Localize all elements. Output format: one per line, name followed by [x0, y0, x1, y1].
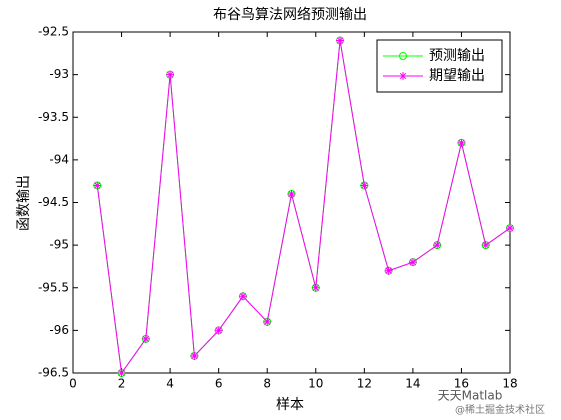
- marker: [190, 351, 199, 360]
- x-tick-label: 16: [454, 377, 469, 391]
- y-tick-label: -95.5: [38, 280, 69, 294]
- marker: [287, 189, 296, 198]
- marker: [311, 283, 320, 292]
- watermark: 天天Matlab: [438, 389, 503, 403]
- marker: [214, 326, 223, 335]
- marker: [263, 317, 272, 326]
- marker: [93, 181, 102, 190]
- marker: [399, 72, 407, 80]
- y-tick-label: -94.5: [38, 195, 69, 209]
- y-tick-label: -96: [49, 323, 69, 337]
- x-axis-label: 样本: [276, 397, 304, 413]
- marker: [238, 292, 247, 301]
- legend-label: 期望输出: [429, 68, 485, 84]
- marker: [408, 258, 417, 267]
- x-tick-label: 4: [166, 377, 174, 391]
- y-tick-label: -93.5: [38, 110, 69, 124]
- marker: [141, 334, 150, 343]
- x-tick-label: 12: [357, 377, 372, 391]
- y-tick-label: -96.5: [38, 366, 69, 380]
- marker: [166, 70, 175, 79]
- series-line: [96, 40, 511, 375]
- marker: [360, 181, 369, 190]
- x-tick-label: 10: [308, 377, 323, 391]
- y-tick-label: -95: [49, 238, 69, 252]
- marker: [384, 266, 393, 275]
- legend-label: 预测输出: [429, 48, 485, 64]
- x-tick-label: 18: [502, 377, 517, 391]
- y-tick-label: -93: [49, 67, 69, 81]
- marker: [117, 369, 126, 377]
- marker: [433, 241, 442, 250]
- y-tick-label: -94: [49, 152, 69, 166]
- x-tick-label: 6: [215, 377, 223, 391]
- y-tick-label: -92.5: [38, 25, 69, 39]
- x-tick-label: 14: [405, 377, 420, 391]
- y-axis-label: 函数输出: [16, 175, 32, 231]
- chart-title: 布谷鸟算法网络预测输出: [213, 7, 367, 23]
- x-tick-label: 2: [118, 377, 126, 391]
- legend-box: [376, 39, 503, 93]
- marker: [506, 224, 514, 233]
- marker: [336, 36, 345, 45]
- marker: [481, 241, 490, 250]
- x-tick-label: 0: [69, 377, 77, 391]
- x-tick-label: 8: [263, 377, 271, 391]
- marker: [457, 138, 466, 147]
- watermark: @稀土掘金技术社区: [455, 403, 545, 416]
- marker: [399, 52, 407, 60]
